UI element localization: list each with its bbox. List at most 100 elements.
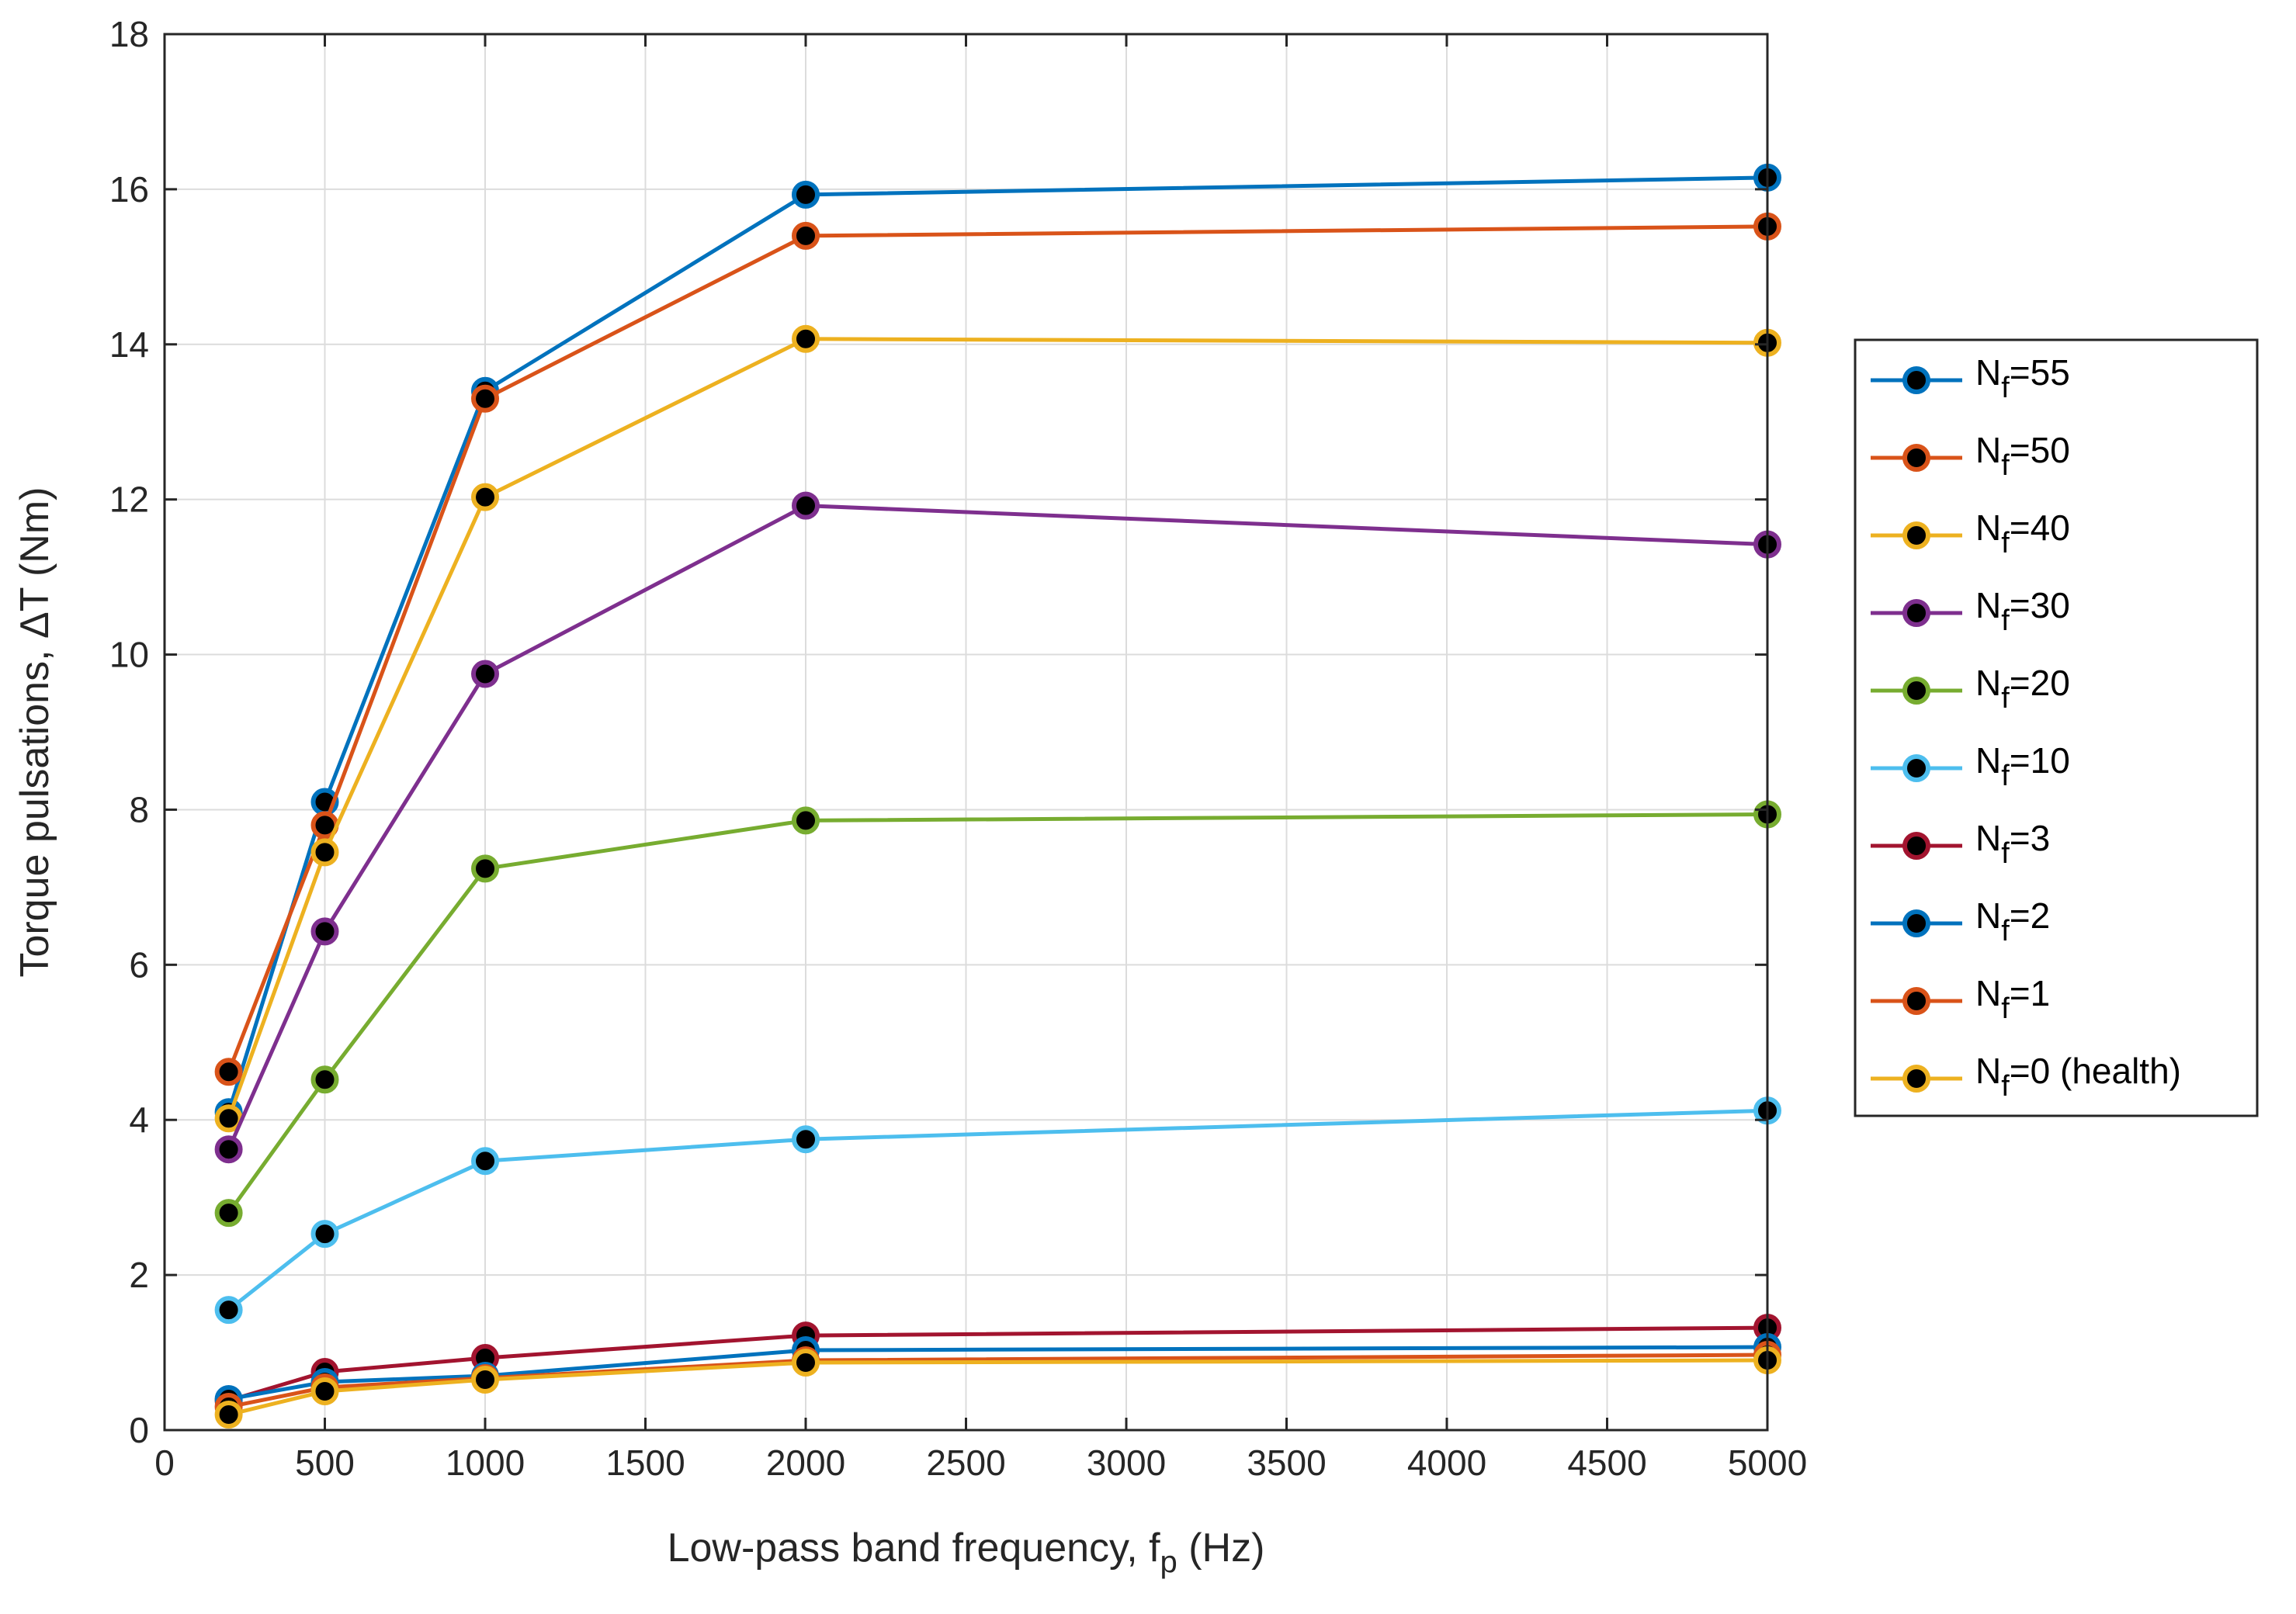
legend-label-subscript: f (2001, 449, 2010, 482)
x-axis-label-main: Low-pass band frequency, f (668, 1526, 1161, 1571)
data-point (471, 854, 499, 883)
x-axis-label-subscript: p (1160, 1545, 1177, 1579)
legend-label-main: N (1975, 352, 2001, 393)
data-point (792, 1125, 820, 1154)
legend-label-rest: =1 (2010, 973, 2050, 1013)
x-tick-label: 4000 (1407, 1443, 1486, 1483)
y-tick-label: 10 (109, 635, 149, 675)
legend-label-rest: =40 (2010, 507, 2070, 548)
data-point (471, 384, 499, 413)
x-tick-label: 1000 (446, 1443, 525, 1483)
legend-marker (1902, 754, 1930, 782)
legend-item: Nf=0 (health) (1871, 1051, 2181, 1103)
legend-label-main: N (1975, 585, 2001, 625)
legend-label-main: N (1975, 507, 2001, 548)
y-tick-label: 18 (109, 14, 149, 54)
legend-label: Nf=0 (health) (1975, 1051, 2181, 1103)
x-tick-label: 2000 (766, 1443, 845, 1483)
data-point (792, 491, 820, 520)
x-tick-label: 0 (154, 1443, 175, 1483)
data-point (792, 806, 820, 835)
data-point (310, 1377, 339, 1406)
series-10 (214, 1346, 1781, 1429)
series-4 (214, 491, 1781, 1164)
data-point (214, 1296, 243, 1325)
data-point (310, 917, 339, 946)
grid (164, 33, 1768, 1431)
legend-label: Nf=20 (1975, 663, 2070, 715)
legend-label-rest: =50 (2010, 430, 2070, 470)
y-tick-label: 2 (129, 1255, 149, 1295)
legend-marker (1902, 677, 1930, 705)
legend-label-main: N (1975, 895, 2001, 936)
legend-label-rest: =0 (health) (2010, 1051, 2181, 1091)
data-point (214, 1401, 243, 1429)
data-point (471, 660, 499, 688)
x-tick-label: 500 (295, 1443, 355, 1483)
legend-item: Nf=3 (1871, 818, 2050, 870)
series-5 (214, 800, 1781, 1228)
legend-item: Nf=2 (1871, 895, 2050, 947)
series-line (227, 224, 1768, 1073)
data-point (792, 324, 820, 353)
series-2 (214, 212, 1781, 1086)
legend-item: Nf=30 (1871, 585, 2070, 637)
data-point (792, 221, 820, 250)
series-1 (214, 163, 1781, 1127)
x-tick-label: 1500 (605, 1443, 685, 1483)
data-point (471, 1366, 499, 1394)
series-line (227, 812, 1768, 1214)
x-tick-label: 3500 (1247, 1443, 1326, 1483)
data-point (214, 1135, 243, 1164)
y-tick-label: 12 (109, 480, 149, 520)
legend-label-subscript: f (2001, 604, 2010, 637)
legend: Nf=55Nf=50Nf=40Nf=30Nf=20Nf=10Nf=3Nf=2Nf… (1854, 338, 2259, 1117)
series-line (228, 1358, 1768, 1417)
legend-label: Nf=3 (1975, 818, 2050, 870)
legend-label-rest: =10 (2010, 740, 2070, 781)
legend-label-subscript: f (2001, 372, 2010, 404)
legend-marker (1902, 366, 1930, 394)
data-point (471, 1147, 499, 1176)
series-line (227, 504, 1768, 1151)
series-line (227, 175, 1768, 1113)
legend-label-main: N (1975, 973, 2001, 1013)
legend-label-subscript: f (2001, 682, 2010, 715)
legend-item: Nf=1 (1871, 973, 2050, 1025)
legend-item: Nf=20 (1871, 663, 2070, 715)
data-point (792, 180, 820, 209)
legend-marker (1902, 1065, 1930, 1093)
series-3 (214, 324, 1781, 1133)
series-7 (214, 1314, 1781, 1415)
x-axis-label-unit: (Hz) (1177, 1526, 1265, 1571)
legend-label-subscript: f (2001, 837, 2010, 870)
x-tick-label: 2500 (926, 1443, 1005, 1483)
legend-marker (1902, 909, 1930, 937)
legend-label-subscript: f (2001, 992, 2010, 1025)
legend-marker (1902, 521, 1930, 549)
data-point (471, 483, 499, 511)
x-tick-label: 4500 (1567, 1443, 1646, 1483)
y-axis-label: Torque pulsations, ΔT (Nm) (12, 487, 57, 978)
legend-label: Nf=30 (1975, 585, 2070, 637)
x-axis-label: Low-pass band frequency, fp (Hz) (668, 1526, 1265, 1579)
y-tick-label: 8 (129, 789, 149, 830)
series-line (227, 1108, 1768, 1312)
legend-label-rest: =20 (2010, 663, 2070, 703)
legend-label-main: N (1975, 1051, 2001, 1091)
y-tick-label: 14 (109, 324, 149, 365)
legend-marker (1902, 599, 1930, 627)
x-tick-label: 5000 (1728, 1443, 1807, 1483)
legend-label-subscript: f (2001, 1070, 2010, 1103)
legend-marker (1902, 832, 1930, 860)
series-6 (214, 1096, 1781, 1325)
series-8 (214, 1333, 1781, 1414)
legend-label-rest: =3 (2010, 818, 2050, 858)
legend-label: Nf=2 (1975, 895, 2050, 947)
axis-ticks: 0 500 1000 1500 2000 2500 3000 3500 4000 4500 5000… (109, 14, 1807, 1483)
series-line (227, 1325, 1768, 1403)
legend-marker (1902, 987, 1930, 1015)
y-tick-label: 0 (129, 1410, 149, 1450)
legend-label-subscript: f (2001, 527, 2010, 559)
